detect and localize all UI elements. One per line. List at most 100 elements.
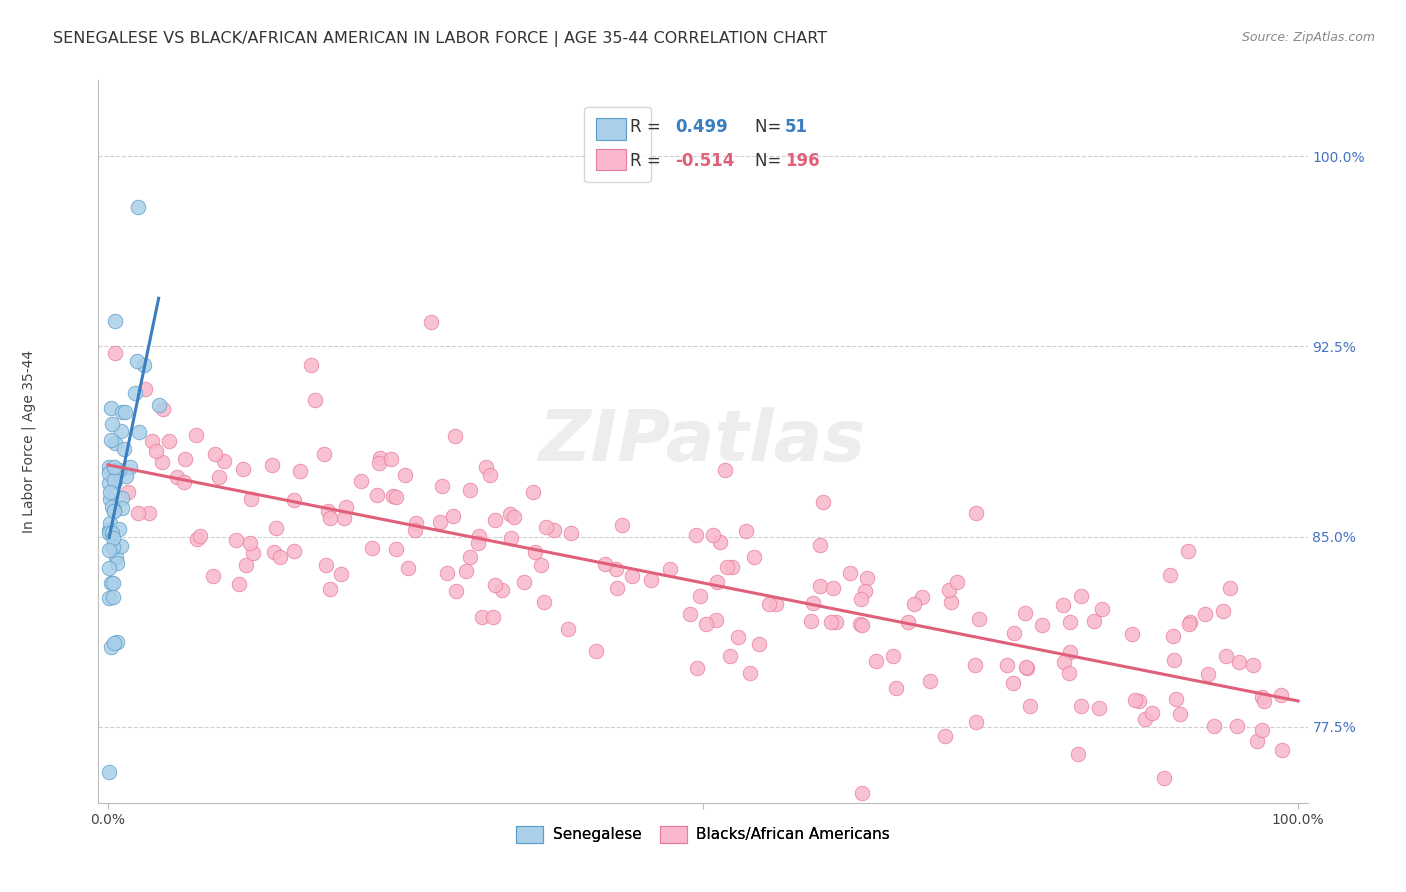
- Point: [523, 545, 546, 559]
- Point: [98, 523, 121, 537]
- Point: [441, 509, 464, 524]
- Point: [239, 535, 262, 549]
- Point: [454, 564, 477, 578]
- Point: [679, 607, 702, 621]
- Point: [1002, 625, 1025, 640]
- Point: [800, 614, 823, 628]
- Point: [429, 515, 451, 529]
- Point: [1250, 723, 1272, 737]
- Point: [103, 636, 125, 650]
- Point: [484, 513, 506, 527]
- Point: [330, 566, 353, 581]
- Point: [706, 574, 728, 589]
- Point: [184, 428, 207, 442]
- Point: [1161, 629, 1184, 643]
- Point: [152, 402, 174, 417]
- Point: [484, 578, 506, 592]
- Point: [264, 521, 287, 535]
- Point: [368, 456, 391, 470]
- Point: [110, 424, 132, 438]
- Point: [934, 729, 956, 743]
- Point: [995, 657, 1018, 672]
- Point: [1241, 658, 1264, 673]
- Point: [316, 504, 339, 518]
- Point: [1197, 666, 1219, 681]
- Point: [98, 561, 121, 575]
- Point: [1246, 734, 1268, 748]
- Legend: Senegalese, Blacks/African Americans: Senegalese, Blacks/African Americans: [510, 820, 896, 849]
- Point: [110, 539, 132, 553]
- Point: [920, 673, 942, 688]
- Point: [98, 526, 121, 541]
- Point: [98, 466, 121, 480]
- Point: [1163, 653, 1185, 667]
- Point: [105, 464, 128, 478]
- Point: [1014, 606, 1036, 620]
- Point: [1140, 706, 1163, 721]
- Point: [405, 516, 427, 530]
- Point: [228, 576, 250, 591]
- Point: [394, 468, 416, 483]
- Point: [202, 569, 225, 583]
- Point: [384, 542, 406, 557]
- Point: [695, 617, 717, 632]
- Point: [853, 583, 876, 598]
- Point: [186, 533, 208, 547]
- Point: [810, 579, 832, 593]
- Point: [98, 542, 121, 557]
- Point: [127, 200, 149, 214]
- Point: [1178, 617, 1201, 632]
- Point: [103, 502, 125, 516]
- Point: [283, 544, 305, 558]
- Point: [533, 595, 555, 609]
- Point: [499, 507, 522, 521]
- Point: [911, 590, 934, 604]
- Point: [801, 596, 824, 610]
- Point: [104, 475, 127, 489]
- Point: [239, 492, 262, 507]
- Point: [103, 504, 125, 518]
- Point: [444, 584, 467, 599]
- Point: [1057, 666, 1080, 681]
- Point: [686, 661, 709, 675]
- Point: [148, 397, 170, 411]
- Point: [808, 538, 831, 552]
- Point: [173, 475, 195, 489]
- Point: [98, 591, 121, 605]
- Point: [851, 591, 873, 606]
- Point: [1133, 712, 1156, 726]
- Point: [825, 615, 848, 629]
- Point: [1059, 615, 1081, 629]
- Point: [658, 561, 681, 575]
- Point: [204, 446, 226, 460]
- Point: [851, 617, 873, 632]
- Point: [897, 615, 920, 629]
- Point: [640, 573, 662, 587]
- Point: [335, 500, 357, 514]
- Point: [1059, 645, 1081, 659]
- Point: [380, 452, 402, 467]
- Point: [939, 594, 962, 608]
- Point: [467, 536, 489, 550]
- Point: [117, 484, 139, 499]
- Point: [742, 550, 765, 565]
- Point: [319, 582, 342, 597]
- Point: [820, 615, 842, 629]
- Point: [104, 549, 127, 564]
- Point: [319, 511, 342, 525]
- Point: [100, 401, 122, 416]
- Point: [112, 442, 135, 456]
- Point: [138, 506, 160, 520]
- Point: [124, 385, 146, 400]
- Point: [838, 566, 860, 580]
- Text: 196: 196: [785, 153, 820, 170]
- Point: [593, 557, 616, 571]
- Point: [134, 382, 156, 396]
- Point: [396, 561, 419, 575]
- Point: [103, 575, 125, 590]
- Point: [1121, 627, 1143, 641]
- Point: [585, 644, 607, 658]
- Point: [368, 450, 391, 465]
- Point: [685, 528, 707, 542]
- Point: [443, 428, 465, 442]
